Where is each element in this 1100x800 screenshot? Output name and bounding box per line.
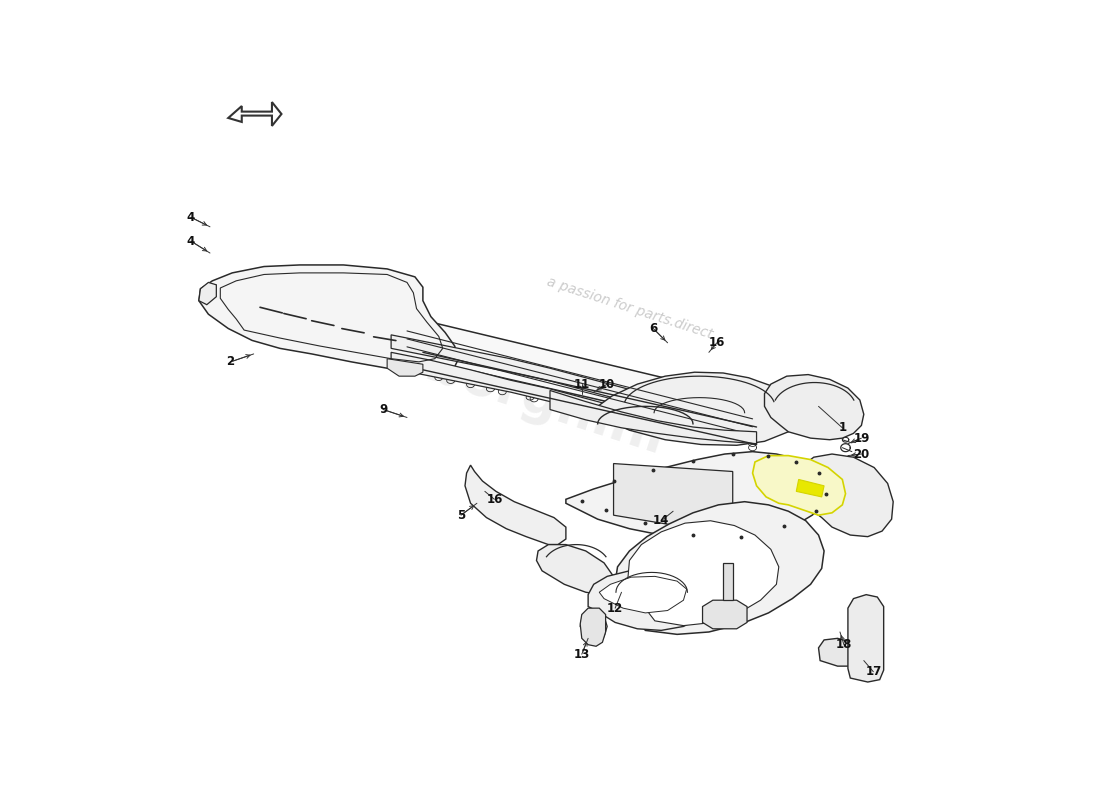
Polygon shape (818, 638, 860, 666)
Polygon shape (387, 358, 422, 376)
Text: Lamborghini: Lamborghini (301, 302, 672, 466)
Text: 1: 1 (838, 422, 846, 434)
Text: 4: 4 (187, 234, 195, 248)
Text: 12: 12 (607, 602, 624, 614)
Text: 13: 13 (574, 648, 590, 661)
Polygon shape (392, 313, 757, 436)
Polygon shape (588, 571, 708, 630)
Polygon shape (565, 452, 828, 539)
Polygon shape (794, 454, 893, 537)
Text: 4: 4 (187, 210, 195, 224)
Text: 17: 17 (866, 666, 881, 678)
Polygon shape (752, 456, 846, 515)
Polygon shape (550, 390, 757, 444)
Polygon shape (723, 563, 733, 600)
Text: 6: 6 (649, 322, 658, 335)
Polygon shape (628, 521, 779, 626)
Text: 19: 19 (854, 432, 870, 445)
Text: 18: 18 (836, 638, 852, 651)
Polygon shape (580, 610, 607, 640)
Polygon shape (465, 465, 565, 545)
Polygon shape (615, 502, 824, 634)
Text: a passion for parts.direct: a passion for parts.direct (544, 275, 714, 342)
Text: 2: 2 (227, 355, 234, 368)
Polygon shape (764, 374, 864, 440)
Text: 5: 5 (456, 509, 465, 522)
Polygon shape (703, 600, 747, 629)
Polygon shape (614, 463, 733, 535)
Polygon shape (580, 608, 606, 646)
Polygon shape (848, 594, 883, 682)
Polygon shape (796, 479, 824, 497)
Text: 10: 10 (600, 378, 615, 390)
Polygon shape (537, 545, 615, 594)
Polygon shape (392, 352, 757, 445)
Text: 14: 14 (653, 514, 670, 527)
Polygon shape (600, 576, 686, 613)
Polygon shape (597, 372, 796, 446)
Text: 16: 16 (708, 336, 725, 350)
Polygon shape (392, 335, 757, 427)
Text: 16: 16 (486, 493, 503, 506)
Text: 9: 9 (379, 403, 387, 416)
Polygon shape (199, 282, 217, 305)
Text: 11: 11 (574, 378, 590, 390)
Text: 20: 20 (854, 447, 869, 461)
Polygon shape (199, 265, 459, 372)
